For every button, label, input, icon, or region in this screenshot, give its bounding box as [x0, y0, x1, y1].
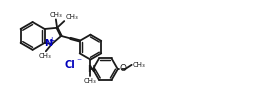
- Text: N: N: [87, 65, 95, 74]
- Text: CH₃: CH₃: [132, 62, 145, 68]
- Text: Cl: Cl: [65, 60, 76, 70]
- Text: O: O: [120, 64, 127, 73]
- Text: N: N: [44, 39, 52, 48]
- Text: CH₃: CH₃: [39, 53, 52, 59]
- Text: CH₃: CH₃: [65, 14, 78, 20]
- Text: CH₃: CH₃: [50, 12, 62, 18]
- Text: ⁻: ⁻: [77, 57, 82, 67]
- Text: +: +: [48, 36, 55, 45]
- Text: CH₃: CH₃: [84, 78, 97, 84]
